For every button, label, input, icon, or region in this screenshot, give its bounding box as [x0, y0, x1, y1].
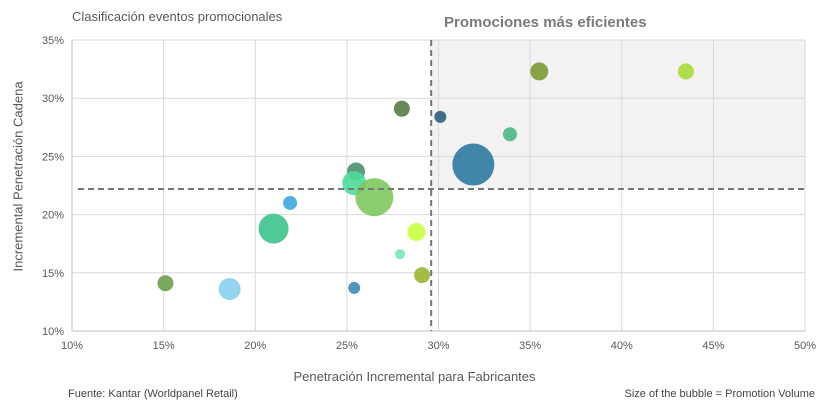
- x-tick-label: 35%: [519, 340, 541, 352]
- bubble: [414, 267, 431, 284]
- y-tick-label: 35%: [42, 35, 64, 47]
- x-tick-label: 15%: [153, 340, 175, 352]
- bubble: [530, 62, 549, 81]
- bubble: [393, 100, 410, 117]
- x-tick-label: 20%: [244, 340, 266, 352]
- bubble: [218, 278, 241, 301]
- y-tick-label: 10%: [42, 326, 64, 338]
- x-tick-label: 10%: [61, 340, 83, 352]
- chart-title: Clasificación eventos promocionales: [72, 9, 283, 24]
- bubble: [348, 281, 361, 294]
- x-tick-label: 40%: [611, 340, 633, 352]
- source-note: Fuente: Kantar (Worldpanel Retail): [68, 388, 238, 400]
- x-tick-label: 50%: [794, 340, 816, 352]
- y-tick-label: 30%: [42, 93, 64, 105]
- x-tick-label: 45%: [702, 340, 724, 352]
- y-axis-label: Incremental Penetración Cadena: [10, 81, 26, 272]
- size-note: Size of the bubble = Promotion Volume: [624, 388, 815, 400]
- y-tick-label: 25%: [42, 151, 64, 163]
- bubble: [434, 110, 447, 123]
- y-tick-label: 15%: [42, 268, 64, 280]
- x-tick-label: 30%: [427, 340, 449, 352]
- bubble: [283, 195, 298, 210]
- bubble: [502, 127, 517, 142]
- bubble: [258, 213, 289, 244]
- bubble: [407, 223, 426, 242]
- x-tick-label: 25%: [336, 340, 358, 352]
- bubble: [677, 63, 694, 80]
- x-axis-label: Penetración Incremental para Fabricantes: [293, 369, 536, 384]
- bubble: [355, 178, 394, 217]
- y-tick-label: 20%: [42, 210, 64, 222]
- bubble: [157, 275, 174, 292]
- highlight-label: Promociones más eficientes: [444, 14, 647, 31]
- bubble: [452, 143, 495, 186]
- bubble: [395, 249, 406, 260]
